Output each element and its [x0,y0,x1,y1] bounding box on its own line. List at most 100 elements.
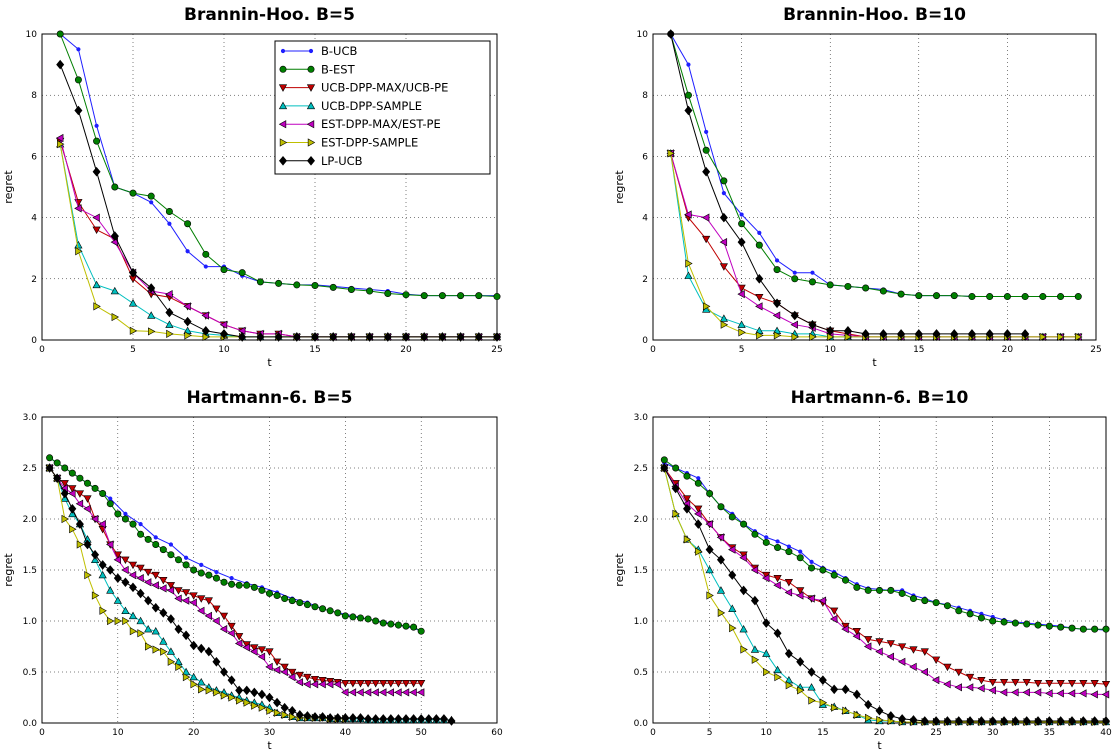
data-point [819,566,827,574]
data-point [121,606,130,614]
data-point [113,573,122,583]
data-point [897,329,906,339]
data-point [897,290,905,298]
data-point [739,212,744,217]
data-point [266,706,274,715]
data-point [706,489,714,497]
data-point [92,280,101,289]
data-point [92,226,101,235]
data-point [772,311,781,320]
series-line [663,467,1107,685]
data-point [967,329,976,339]
series-line [49,467,422,684]
data-point [1045,689,1053,698]
data-point [1056,689,1064,698]
data-point [728,545,736,554]
data-point [356,713,365,723]
data-point [852,632,861,641]
data-point [174,587,183,595]
data-point [84,570,92,580]
series-est-dpp-max-est-pe [45,463,425,697]
data-point [796,587,805,595]
data-point [69,525,77,534]
data-point [447,716,456,726]
data-point [235,581,243,589]
data-point [151,571,160,580]
data-point [295,678,304,687]
data-point [852,628,861,636]
data-point [706,591,714,600]
series-line [670,153,1079,338]
data-point [695,547,703,556]
data-point [784,579,794,587]
x-axis-label: t [872,356,877,369]
chart-panel-hartmann-b10: Hartmann-6. B=10 t regret 0 5 10 15 20 25 30 35… [613,388,1112,752]
data-point [683,535,692,544]
data-point [363,688,372,697]
data-point [137,530,145,538]
x-tick-label: 25 [930,728,941,738]
data-point [1067,680,1077,688]
data-point [968,293,976,301]
data-point [684,105,693,116]
data-point [954,668,963,677]
data-point [227,629,235,638]
data-point [303,711,312,721]
y-tick-label: 8 [642,91,648,101]
data-point [167,657,176,666]
data-point [1090,680,1099,688]
data-point [843,326,852,336]
data-point [417,714,426,724]
series-b-est [667,30,1082,301]
data-point [201,326,210,336]
data-point [348,680,358,688]
data-point [151,581,159,590]
grid [652,416,1107,724]
data-point [92,213,100,222]
data-point [394,621,402,629]
data-point [660,463,669,473]
data-point [750,645,760,653]
x-tick-label: 50 [415,728,427,738]
data-point [242,643,250,652]
data-point [773,581,781,590]
data-point [1045,716,1054,726]
data-point [46,454,54,462]
data-point [53,473,62,483]
data-point [167,551,175,559]
data-point [128,570,137,580]
data-point [311,282,319,290]
data-point [114,616,123,626]
data-point [204,597,213,605]
data-point [420,332,429,342]
data-point [153,535,158,540]
data-point [273,697,282,708]
series-b-est [56,30,501,301]
data-point [716,586,726,594]
data-point [159,608,168,618]
data-point [989,617,997,625]
data-point [808,319,817,330]
x-axis-label: t [267,356,272,369]
data-point [887,586,895,594]
data-point [205,686,214,695]
data-point [921,597,929,605]
data-point [61,464,69,472]
data-point [796,591,804,600]
data-point [149,200,154,205]
data-point [243,581,251,589]
data-point [1068,624,1076,632]
data-point [129,520,137,528]
legend-entry: LP-UCB [279,154,363,168]
data-point [738,220,746,228]
data-point [159,577,168,585]
data-point [719,212,728,223]
data-point [966,610,974,618]
data-point [136,616,145,625]
data-point [694,505,703,514]
data-point [1101,681,1111,689]
data-point [121,556,130,565]
x-tick-label: 25 [1090,345,1101,355]
data-point [256,278,264,286]
data-point [204,646,213,657]
